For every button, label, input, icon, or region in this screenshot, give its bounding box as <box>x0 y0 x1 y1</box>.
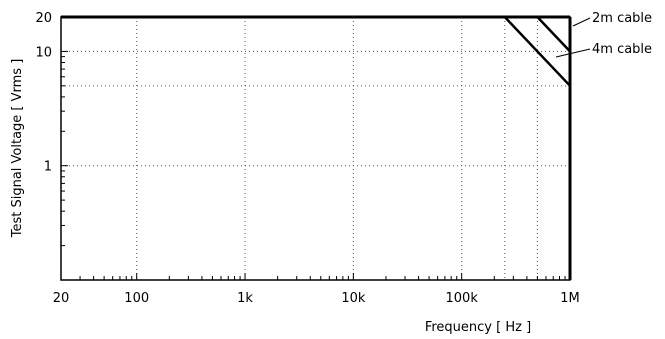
x-tick-labels: 20 100 1k 10k 100k 1M <box>53 291 580 306</box>
series-label-leader <box>555 48 591 58</box>
y-tick-label: 20 <box>35 11 52 26</box>
x-tick-label: 1k <box>237 291 253 306</box>
minor-ticks <box>60 16 566 281</box>
y-tick-labels: 1 10 20 <box>35 11 52 175</box>
series-label-leader <box>572 17 591 27</box>
x-axis-title: Frequency [ Hz ] <box>425 320 531 335</box>
series-labels: 2m cable 4m cable <box>555 11 652 58</box>
x-tick-label: 20 <box>53 291 70 306</box>
series-label-1: 2m cable <box>592 11 652 26</box>
y-tick-label: 1 <box>44 160 52 175</box>
y-tick-label: 10 <box>35 45 52 60</box>
series-layer <box>61 15 572 280</box>
series-line-1 <box>61 15 571 53</box>
series-label-2: 4m cable <box>592 42 652 57</box>
x-tick-label: 10k <box>341 291 366 306</box>
plot-frame <box>60 16 571 281</box>
x-tick-label: 100k <box>446 291 479 306</box>
x-tick-label: 1M <box>560 291 580 306</box>
x-tick-label: 100 <box>124 291 149 306</box>
grid <box>61 17 570 280</box>
y-axis-title: Test Signal Voltage [ Vrms ] <box>10 59 25 239</box>
